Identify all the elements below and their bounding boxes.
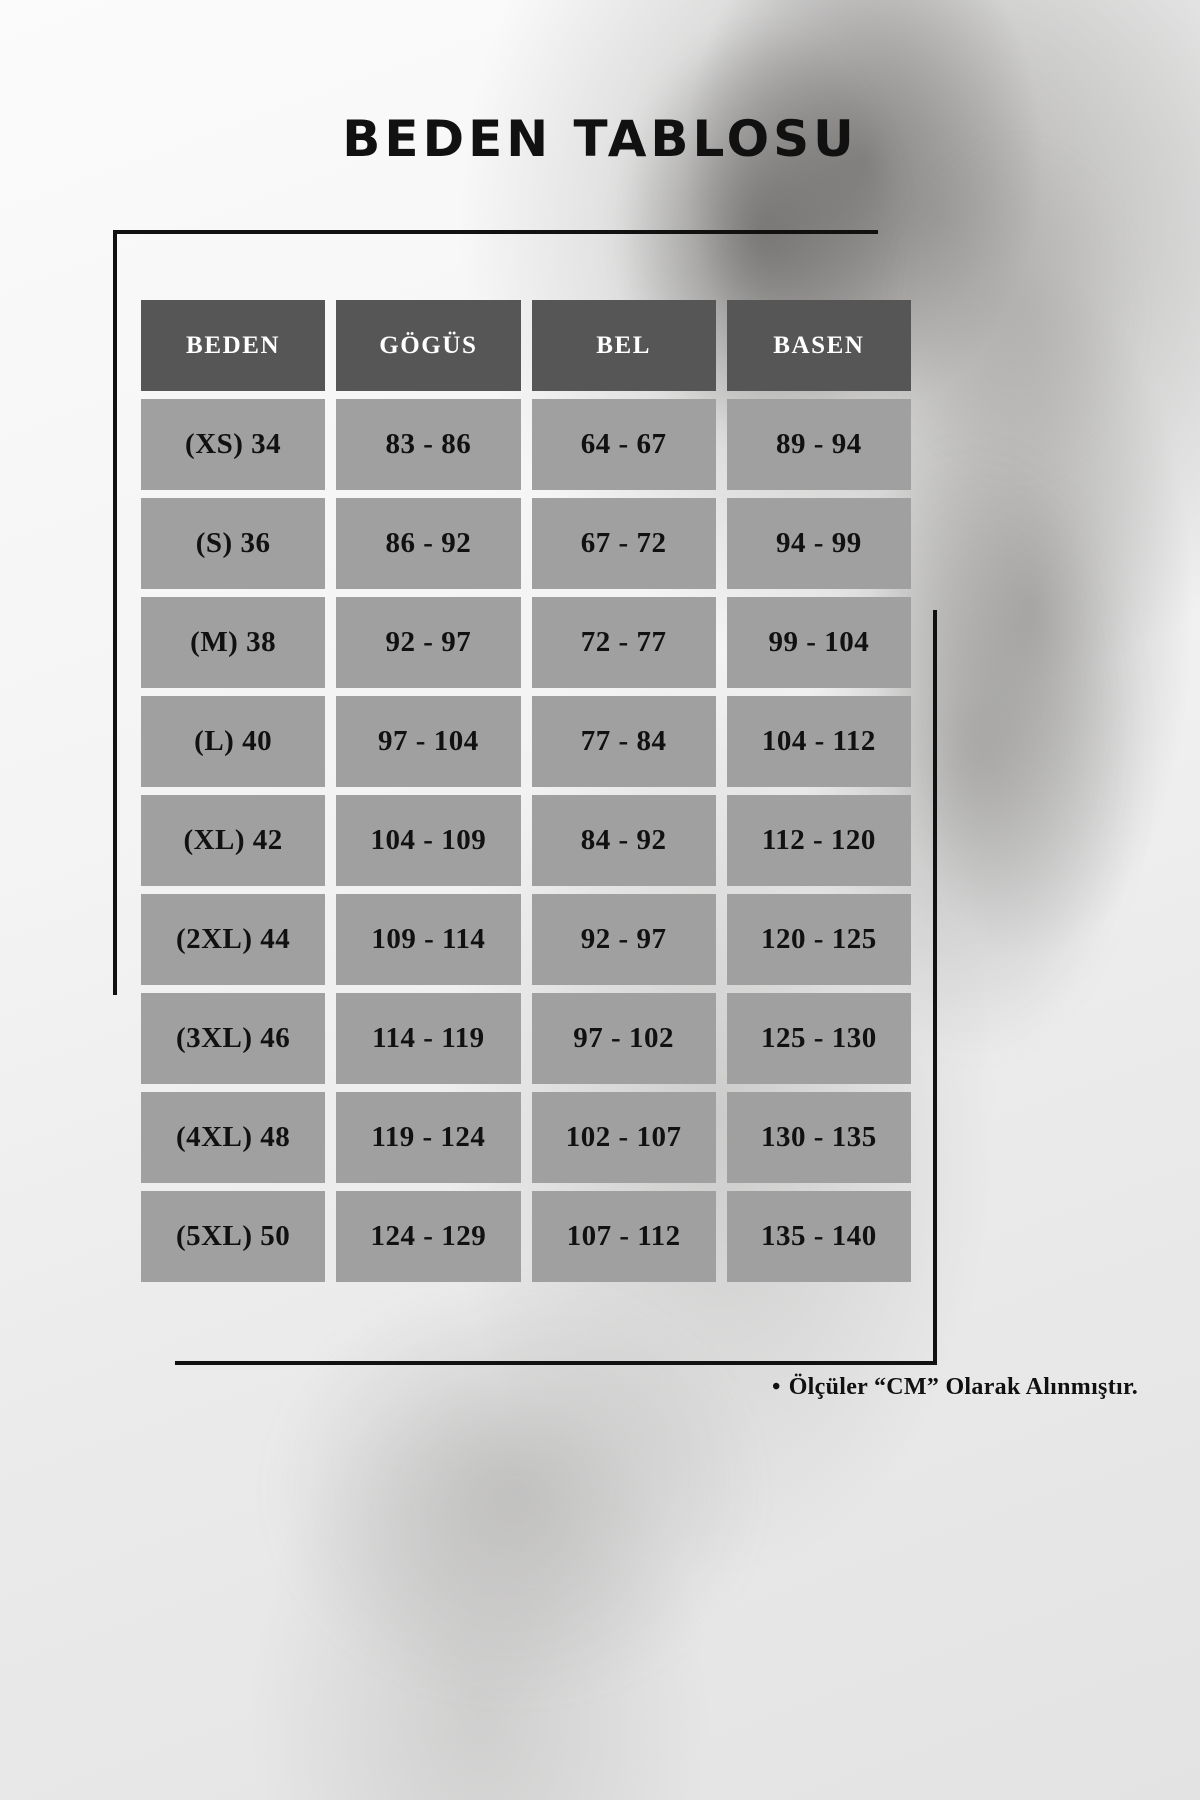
cell-bel: 102 - 107 [531,1092,716,1183]
cell-beden: (2XL) 44 [141,894,326,985]
cell-basen: 125 - 130 [726,993,911,1084]
cell-bel: 107 - 112 [531,1191,716,1282]
cell-gogus: 104 - 109 [336,795,521,886]
cell-bel: 64 - 67 [531,399,716,490]
table-row: (5XL) 50 124 - 129 107 - 112 135 - 140 [141,1191,911,1282]
cell-basen: 112 - 120 [726,795,911,886]
page-title: BEDEN TABLOSU [342,110,858,168]
cell-gogus: 83 - 86 [336,399,521,490]
cell-gogus: 109 - 114 [336,894,521,985]
bullet-icon: • [772,1374,781,1400]
table-row: (3XL) 46 114 - 119 97 - 102 125 - 130 [141,993,911,1084]
cell-beden: (L) 40 [141,696,326,787]
table-row: (L) 40 97 - 104 77 - 84 104 - 112 [141,696,911,787]
cell-bel: 77 - 84 [531,696,716,787]
cell-gogus: 97 - 104 [336,696,521,787]
table-row: (XL) 42 104 - 109 84 - 92 112 - 120 [141,795,911,886]
cell-basen: 135 - 140 [726,1191,911,1282]
table-row: (XS) 34 83 - 86 64 - 67 89 - 94 [141,399,911,490]
column-header-basen: BASEN [726,300,911,391]
column-header-bel: BEL [531,300,716,391]
cell-gogus: 92 - 97 [336,597,521,688]
cell-basen: 89 - 94 [726,399,911,490]
cell-basen: 94 - 99 [726,498,911,589]
cell-beden: (4XL) 48 [141,1092,326,1183]
cell-bel: 92 - 97 [531,894,716,985]
cell-basen: 130 - 135 [726,1092,911,1183]
table-row: (S) 36 86 - 92 67 - 72 94 - 99 [141,498,911,589]
cell-beden: (5XL) 50 [141,1191,326,1282]
cell-bel: 67 - 72 [531,498,716,589]
cell-beden: (S) 36 [141,498,326,589]
cell-bel: 84 - 92 [531,795,716,886]
table-header-row: BEDEN GÖGÜS BEL BASEN [141,300,911,391]
size-table: BEDEN GÖGÜS BEL BASEN (XS) 34 83 - 86 64 - 67 8… [141,300,911,1282]
cell-gogus: 114 - 119 [336,993,521,1084]
column-header-beden: BEDEN [141,300,326,391]
cell-beden: (M) 38 [141,597,326,688]
table-row: (2XL) 44 109 - 114 92 - 97 120 - 125 [141,894,911,985]
table-row: (M) 38 92 - 97 72 - 77 99 - 104 [141,597,911,688]
cell-basen: 104 - 112 [726,696,911,787]
cell-bel: 97 - 102 [531,993,716,1084]
measurement-note: • Ölçüler “CM” Olarak Alınmıştır. [0,1374,1200,1401]
corner-bracket-top-left [113,230,878,995]
table-row: (4XL) 48 119 - 124 102 - 107 130 - 135 [141,1092,911,1183]
column-header-gogus: GÖGÜS [336,300,521,391]
background-silhouette-lower [120,1180,880,1800]
cell-bel: 72 - 77 [531,597,716,688]
cell-basen: 120 - 125 [726,894,911,985]
cell-gogus: 124 - 129 [336,1191,521,1282]
corner-bracket-bottom-right [175,610,937,1365]
cell-beden: (XS) 34 [141,399,326,490]
cell-gogus: 119 - 124 [336,1092,521,1183]
measurement-note-text: Ölçüler “CM” Olarak Alınmıştır. [788,1374,1138,1400]
cell-beden: (XL) 42 [141,795,326,886]
cell-basen: 99 - 104 [726,597,911,688]
cell-gogus: 86 - 92 [336,498,521,589]
cell-beden: (3XL) 46 [141,993,326,1084]
